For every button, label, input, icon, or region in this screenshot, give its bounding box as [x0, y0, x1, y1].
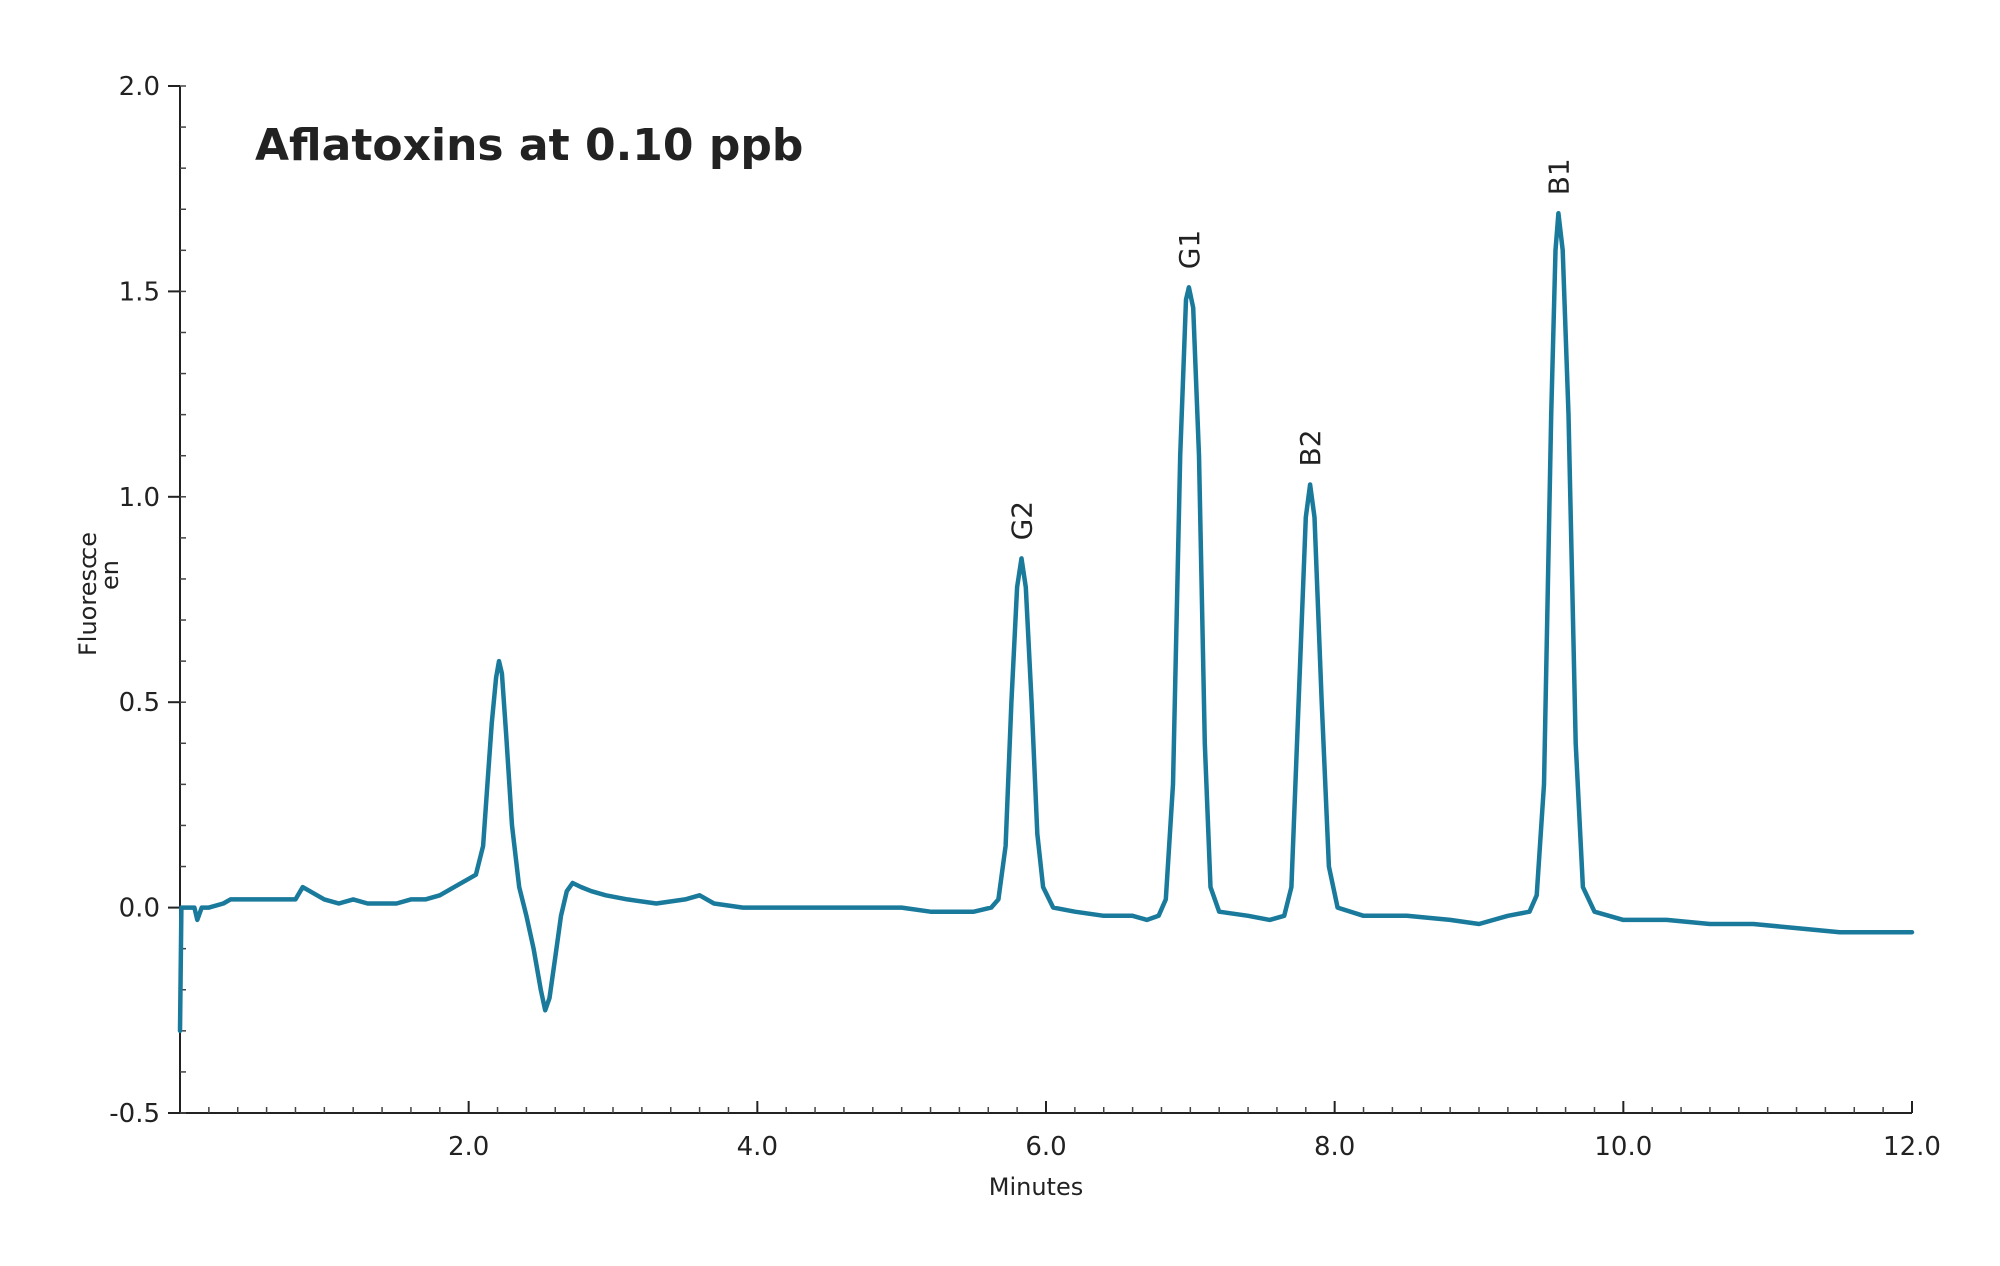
- y-tick-label: 1.0: [119, 483, 160, 513]
- x-tick-label: 12.0: [1883, 1132, 1941, 1162]
- chart-title: Aflatoxins at 0.10 ppb: [255, 120, 803, 171]
- y-tick-label: 0.0: [119, 894, 160, 924]
- x-ticks: 2.0 4.0 6.0 8.0 10.0 12.0: [448, 1101, 1941, 1162]
- y-axis-title-top: ce: [74, 532, 102, 560]
- y-tick-label: 1.5: [119, 277, 160, 307]
- peak-label-g2: G2: [1006, 501, 1039, 541]
- peak-label-g1: G1: [1173, 230, 1206, 270]
- y-axis-title: Fluoresc ce en: [74, 532, 124, 656]
- x-tick-label: 8.0: [1314, 1132, 1355, 1162]
- x-tick-label: 10.0: [1594, 1132, 1652, 1162]
- chromatogram-trace: [177, 211, 1915, 1034]
- y-axis-title-bottom: en: [96, 560, 124, 590]
- minor-ticks: [180, 85, 1913, 1114]
- y-tick-label: -0.5: [109, 1099, 160, 1129]
- y-axis-title-main: Fluoresc: [74, 556, 102, 656]
- y-tick-label: 0.5: [119, 688, 160, 718]
- x-tick-label: 2.0: [448, 1132, 489, 1162]
- x-axis-title: Minutes: [989, 1173, 1083, 1201]
- peak-label-b2: B2: [1294, 429, 1327, 466]
- y-tick-label: 2.0: [119, 72, 160, 102]
- x-tick-label: 4.0: [737, 1132, 778, 1162]
- x-tick-label: 6.0: [1025, 1132, 1066, 1162]
- peak-label-b1: B1: [1542, 158, 1575, 195]
- y-ticks: -0.5 0.0 0.5 1.0 1.5 2.0: [109, 72, 180, 1129]
- peak-labels: G2 G1 B2 B1: [1006, 158, 1576, 540]
- axes: [179, 86, 1912, 1114]
